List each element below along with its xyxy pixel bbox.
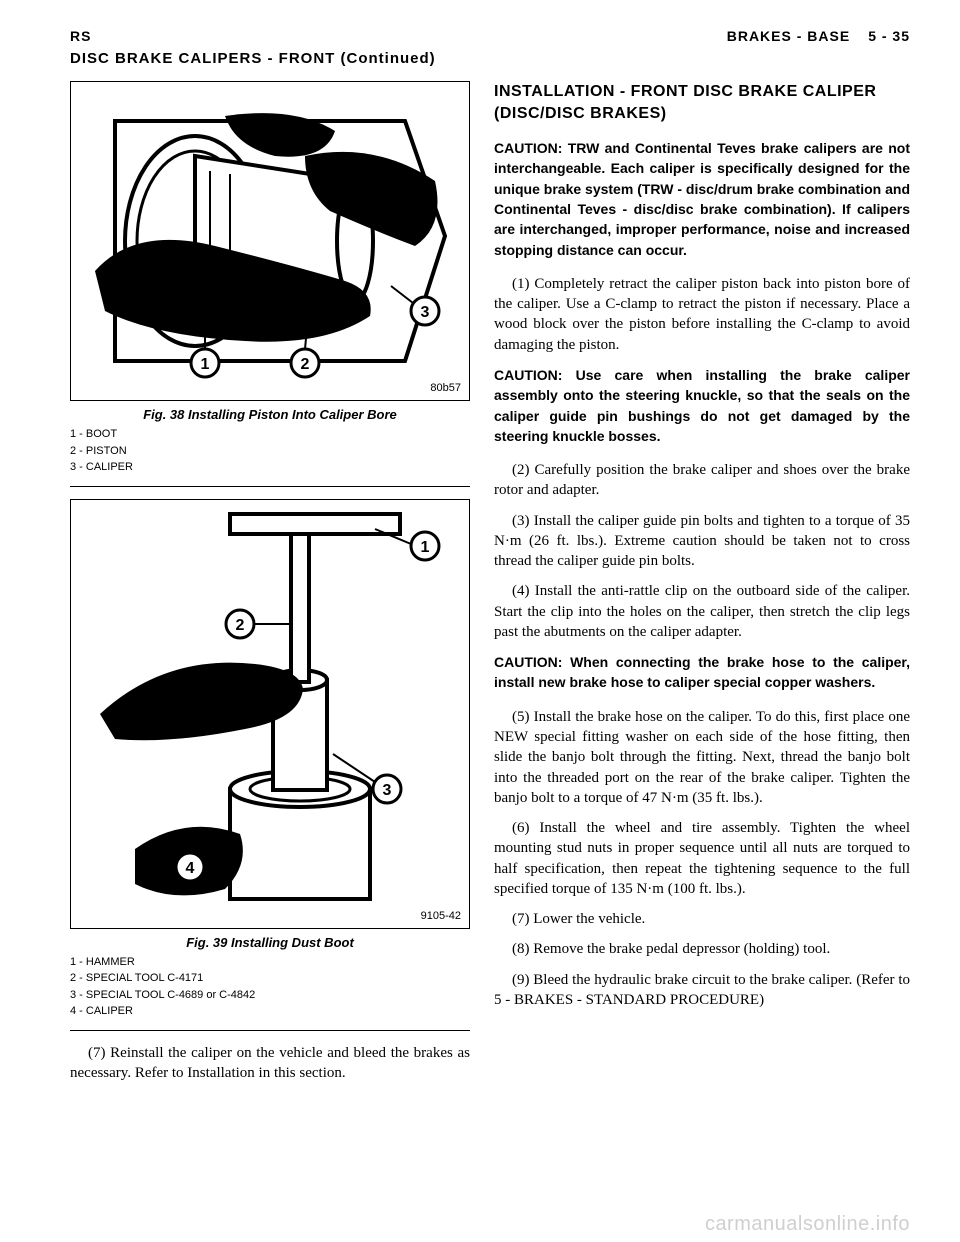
- page-header: RS BRAKES - BASE 5 - 35: [70, 28, 910, 44]
- left-p1: (7) Reinstall the caliper on the vehicle…: [70, 1043, 470, 1084]
- right-p2: (2) Carefully position the brake caliper…: [494, 460, 910, 501]
- header-section: BRAKES - BASE: [727, 28, 850, 44]
- figure-39-box: 1 2 3 4 9105-42: [70, 499, 470, 929]
- fig38-caption: Fig. 38 Installing Piston Into Caliper B…: [70, 407, 470, 422]
- fig38-legend: 1 - BOOT 2 - PISTON 3 - CALIPER: [70, 426, 470, 476]
- fig38-callout-1: 1: [201, 356, 210, 373]
- right-body-3: (5) Install the brake hose on the calipe…: [494, 707, 910, 1010]
- right-p1: (1) Completely retract the caliper pisto…: [494, 274, 910, 355]
- header-page: 5 - 35: [868, 28, 910, 44]
- fig38-legend-2: 2 - PISTON: [70, 443, 470, 460]
- figure-38-svg: 1 2 3: [75, 86, 465, 396]
- right-p8: (8) Remove the brake pedal depressor (ho…: [494, 939, 910, 959]
- fig39-legend: 1 - HAMMER 2 - SPECIAL TOOL C-4171 3 - S…: [70, 954, 470, 1020]
- fig39-callout-2: 2: [236, 617, 245, 634]
- left-body-text: (7) Reinstall the caliper on the vehicle…: [70, 1043, 470, 1084]
- left-column: 1 2 3 80b57 Fig. 38 Installing Piston In…: [70, 81, 470, 1093]
- fig38-legend-1: 1 - BOOT: [70, 426, 470, 443]
- caution-2: CAUTION: Use care when installing the br…: [494, 365, 910, 446]
- fig39-legend-1: 1 - HAMMER: [70, 954, 470, 971]
- watermark: carmanualsonline.info: [705, 1213, 910, 1236]
- fig39-corner: 9105-42: [421, 910, 461, 922]
- right-p3: (3) Install the caliper guide pin bolts …: [494, 511, 910, 572]
- fig39-legend-2: 2 - SPECIAL TOOL C-4171: [70, 970, 470, 987]
- header-right: BRAKES - BASE 5 - 35: [727, 28, 910, 44]
- caution-3: CAUTION: When connecting the brake hose …: [494, 652, 910, 693]
- fig-separator-1: [70, 486, 470, 487]
- fig39-caption: Fig. 39 Installing Dust Boot: [70, 935, 470, 950]
- figure-39-svg: 1 2 3 4: [75, 504, 465, 924]
- continued-line: DISC BRAKE CALIPERS - FRONT (Continued): [70, 50, 910, 67]
- fig-separator-2: [70, 1030, 470, 1031]
- caution-1: CAUTION: TRW and Continental Teves brake…: [494, 138, 910, 260]
- right-p7: (7) Lower the vehicle.: [494, 909, 910, 929]
- page: RS BRAKES - BASE 5 - 35 DISC BRAKE CALIP…: [0, 0, 960, 1242]
- right-p4: (4) Install the anti-rattle clip on the …: [494, 581, 910, 642]
- fig38-corner: 80b57: [430, 382, 461, 394]
- fig38-legend-3: 3 - CALIPER: [70, 459, 470, 476]
- fig39-callout-1: 1: [421, 539, 430, 556]
- fig39-legend-3: 3 - SPECIAL TOOL C-4689 or C-4842: [70, 987, 470, 1004]
- right-heading: INSTALLATION - FRONT DISC BRAKE CALIPER …: [494, 81, 910, 124]
- fig38-callout-2: 2: [301, 356, 310, 373]
- right-body-1: (1) Completely retract the caliper pisto…: [494, 274, 910, 355]
- right-p6: (6) Install the wheel and tire assembly.…: [494, 818, 910, 899]
- right-column: INSTALLATION - FRONT DISC BRAKE CALIPER …: [494, 81, 910, 1093]
- figure-38-box: 1 2 3 80b57: [70, 81, 470, 401]
- fig39-callout-4: 4: [186, 860, 195, 877]
- two-columns: 1 2 3 80b57 Fig. 38 Installing Piston In…: [70, 81, 910, 1093]
- right-p9: (9) Bleed the hydraulic brake circuit to…: [494, 970, 910, 1011]
- right-p5: (5) Install the brake hose on the calipe…: [494, 707, 910, 808]
- fig39-callout-3: 3: [383, 782, 392, 799]
- right-body-2: (2) Carefully position the brake caliper…: [494, 460, 910, 642]
- header-left: RS: [70, 28, 91, 44]
- fig39-legend-4: 4 - CALIPER: [70, 1003, 470, 1020]
- fig38-callout-3: 3: [421, 304, 430, 321]
